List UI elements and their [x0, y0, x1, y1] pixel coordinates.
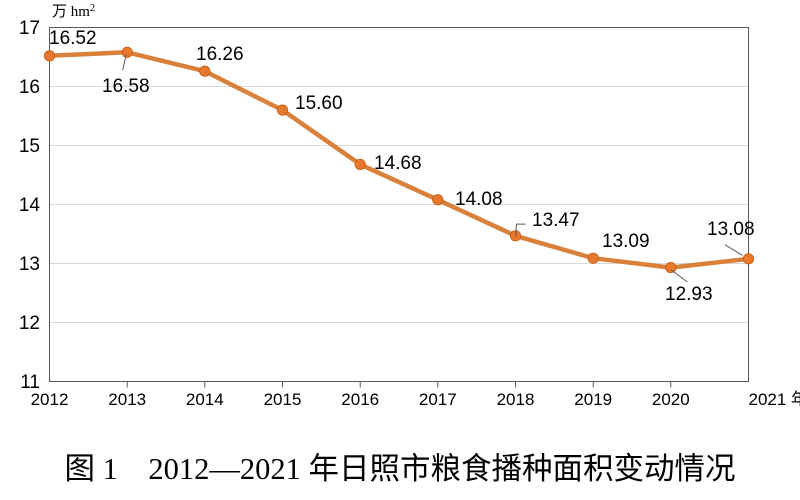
svg-text:图 1 2012—2021 年日照市粮食播种面积变动情况: 图 1 2012—2021 年日照市粮食播种面积变动情况	[65, 452, 736, 486]
svg-text:2014: 2014	[186, 390, 224, 409]
svg-text:2020: 2020	[652, 390, 690, 409]
svg-text:16.26: 16.26	[196, 44, 244, 65]
svg-text:2021 年: 2021 年	[749, 390, 800, 409]
svg-text:2015: 2015	[264, 390, 302, 409]
svg-text:2016: 2016	[341, 390, 379, 409]
svg-text:15: 15	[19, 136, 40, 157]
svg-text:12.93: 12.93	[665, 284, 713, 305]
svg-text:16.58: 16.58	[102, 76, 150, 97]
svg-text:13: 13	[19, 254, 40, 275]
svg-text:2012: 2012	[31, 390, 69, 409]
svg-text:14.08: 14.08	[455, 189, 503, 210]
svg-text:16.52: 16.52	[49, 28, 97, 49]
svg-text:13.47: 13.47	[532, 210, 580, 231]
svg-text:14: 14	[19, 195, 41, 216]
svg-text:13.08: 13.08	[707, 219, 755, 240]
svg-text:15.60: 15.60	[295, 93, 343, 114]
svg-text:2018: 2018	[497, 390, 535, 409]
svg-text:2019: 2019	[574, 390, 612, 409]
svg-text:2013: 2013	[108, 390, 146, 409]
svg-text:2017: 2017	[419, 390, 457, 409]
svg-text:17: 17	[19, 18, 40, 39]
svg-text:16: 16	[19, 77, 40, 98]
svg-text:12: 12	[19, 313, 40, 334]
svg-text:14.68: 14.68	[374, 153, 422, 174]
svg-text:13.09: 13.09	[602, 231, 650, 252]
svg-text:万 hm2: 万 hm2	[52, 3, 95, 21]
